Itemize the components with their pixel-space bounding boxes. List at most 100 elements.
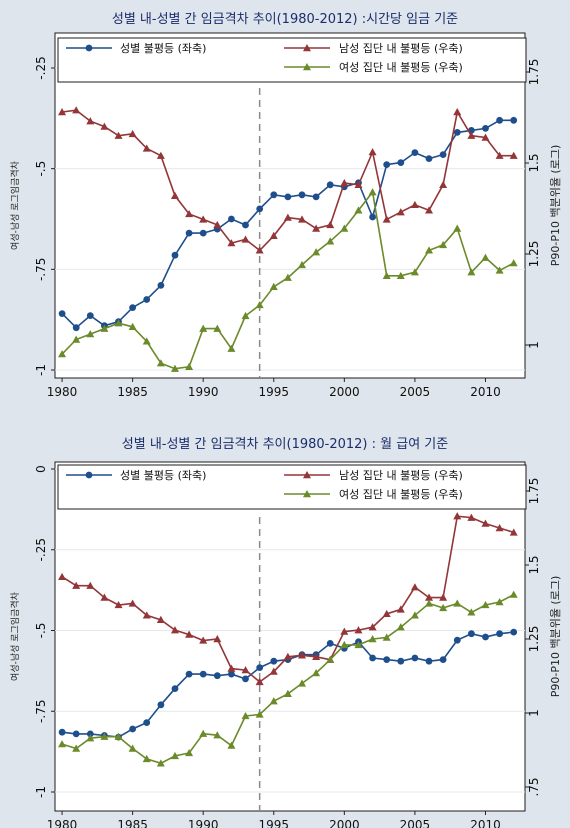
data-point-0: [482, 633, 489, 641]
y-right-tick-label: 1: [527, 341, 541, 349]
data-point-1: [170, 626, 179, 634]
chart-monthly-pay: 성별 내-성별 간 임금격차 추이(1980-2012) : 월 급여 기준 -1…: [0, 414, 570, 828]
data-point-1: [100, 122, 109, 130]
data-point-1: [283, 652, 292, 660]
data-point-2: [396, 271, 405, 280]
y-left-tick-label: -.75: [34, 700, 48, 723]
data-point-1: [128, 599, 137, 607]
data-point-1: [114, 600, 123, 609]
data-point-1: [269, 667, 278, 675]
data-point-1: [255, 677, 264, 686]
data-point-2: [86, 330, 95, 338]
data-point-1: [425, 206, 434, 214]
data-point-0: [439, 656, 447, 663]
data-point-1: [72, 106, 81, 114]
data-point-0: [242, 221, 249, 229]
x-tick-label: 1995: [258, 385, 289, 399]
data-point-0: [129, 304, 137, 311]
data-point-2: [72, 335, 81, 343]
data-point-2: [326, 237, 335, 245]
data-point-2: [410, 268, 419, 276]
legend-label: 남성 집단 내 불평등 (우축): [339, 42, 463, 55]
y-left-tick-label: -.25: [34, 56, 48, 79]
data-point-0: [510, 116, 518, 124]
y-left-axis-title: 여성-남성 로그임금격차: [9, 591, 21, 681]
data-point-2: [199, 324, 208, 332]
data-point-1: [453, 108, 462, 116]
x-tick-label: 1995: [258, 818, 289, 828]
data-point-2: [297, 260, 306, 269]
x-tick-label: 1985: [117, 818, 148, 828]
y-left-tick-label: -.5: [34, 161, 48, 177]
data-point-2: [439, 240, 448, 249]
y-left-tick-label: -.5: [34, 623, 48, 639]
data-point-1: [340, 179, 349, 187]
data-point-2: [128, 744, 137, 752]
data-point-0: [369, 213, 376, 221]
x-tick-label: 2000: [329, 818, 360, 828]
y-left-axis-title: 여성-남성 로그임금격차: [9, 160, 21, 250]
data-point-1: [425, 593, 434, 601]
y-left-tick-label: -1: [34, 364, 48, 376]
y-right-tick-label: 1.25: [527, 626, 541, 653]
data-point-0: [383, 161, 391, 169]
legend-key-marker: [303, 490, 311, 498]
data-point-0: [58, 728, 66, 736]
data-point-2: [425, 246, 434, 254]
data-point-0: [129, 725, 137, 733]
legend-key-marker: [85, 44, 93, 52]
legend-label: 여성 집단 내 불평등 (우축): [339, 488, 463, 501]
data-point-2: [114, 732, 123, 740]
chart-title: 성별 내-성별 간 임금격차 추이(1980-2012) :시간당 임금 기준: [112, 12, 458, 27]
chart-title: 성별 내-성별 간 임금격차 추이(1980-2012) : 월 급여 기준: [122, 437, 448, 452]
data-point-2: [185, 362, 194, 371]
data-point-1: [368, 623, 377, 631]
data-point-2: [255, 710, 264, 718]
data-point-0: [185, 670, 193, 678]
data-point-0: [326, 640, 334, 647]
data-point-0: [397, 159, 405, 167]
data-point-0: [171, 251, 179, 259]
data-point-1: [396, 605, 405, 613]
data-point-2: [283, 273, 292, 281]
data-point-0: [411, 654, 419, 662]
data-point-2: [382, 271, 391, 280]
data-point-1: [156, 615, 165, 623]
data-point-1: [185, 630, 194, 638]
data-point-0: [326, 181, 334, 189]
plot-area: [54, 461, 526, 812]
data-point-2: [297, 679, 306, 687]
data-point-1: [495, 524, 504, 532]
data-point-1: [199, 215, 208, 223]
data-point-1: [410, 200, 419, 209]
data-point-1: [241, 666, 250, 674]
x-tick-label: 2010: [470, 818, 501, 828]
data-point-1: [297, 215, 306, 223]
data-point-1: [382, 609, 391, 618]
y-right-tick-label: 1.75: [527, 59, 541, 86]
x-tick-label: 1980: [47, 385, 78, 399]
data-point-1: [382, 215, 391, 223]
data-point-2: [396, 623, 405, 631]
data-point-2: [227, 344, 236, 352]
x-tick-label: 2000: [329, 385, 360, 399]
data-point-0: [510, 628, 518, 636]
data-point-0: [482, 124, 489, 132]
data-point-2: [495, 266, 504, 274]
y-right-tick-label: 1.5: [527, 555, 541, 574]
data-point-1: [269, 231, 278, 239]
data-point-2: [199, 729, 208, 737]
data-point-2: [269, 697, 278, 705]
data-point-0: [228, 215, 235, 223]
data-point-1: [283, 213, 292, 221]
data-point-2: [142, 337, 151, 345]
data-point-2: [495, 598, 504, 606]
x-tick-label: 1985: [117, 385, 148, 399]
legend-label: 남성 집단 내 불평등 (우축): [339, 469, 463, 482]
data-point-1: [199, 636, 208, 644]
data-point-2: [100, 732, 109, 740]
legend-label: 성별 불평등 (좌축): [120, 42, 206, 55]
data-point-0: [86, 730, 94, 738]
data-point-0: [270, 657, 278, 665]
legend-box: [57, 37, 527, 83]
